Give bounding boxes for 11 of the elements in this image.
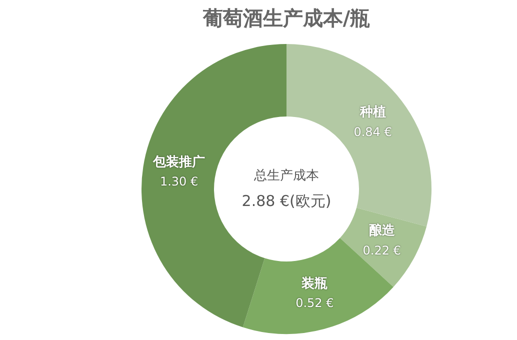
data-label: 0.52 € — [296, 296, 334, 310]
slice-label: 包装推广 — [152, 154, 206, 170]
slice-label: 酿造 — [368, 222, 396, 239]
slice-label: 装瓶 — [300, 276, 328, 292]
text: 总生产成本 — [253, 168, 319, 184]
slice-label: 种植 — [358, 105, 386, 120]
chart-title: 葡萄酒生产成本/瓶 — [202, 6, 370, 30]
data-label: 0.84 € — [354, 124, 392, 139]
data-label: 1.30 € — [160, 174, 198, 189]
text: 2.88 €(欧元) — [242, 192, 332, 210]
data-label: 0.22 € — [362, 243, 401, 258]
